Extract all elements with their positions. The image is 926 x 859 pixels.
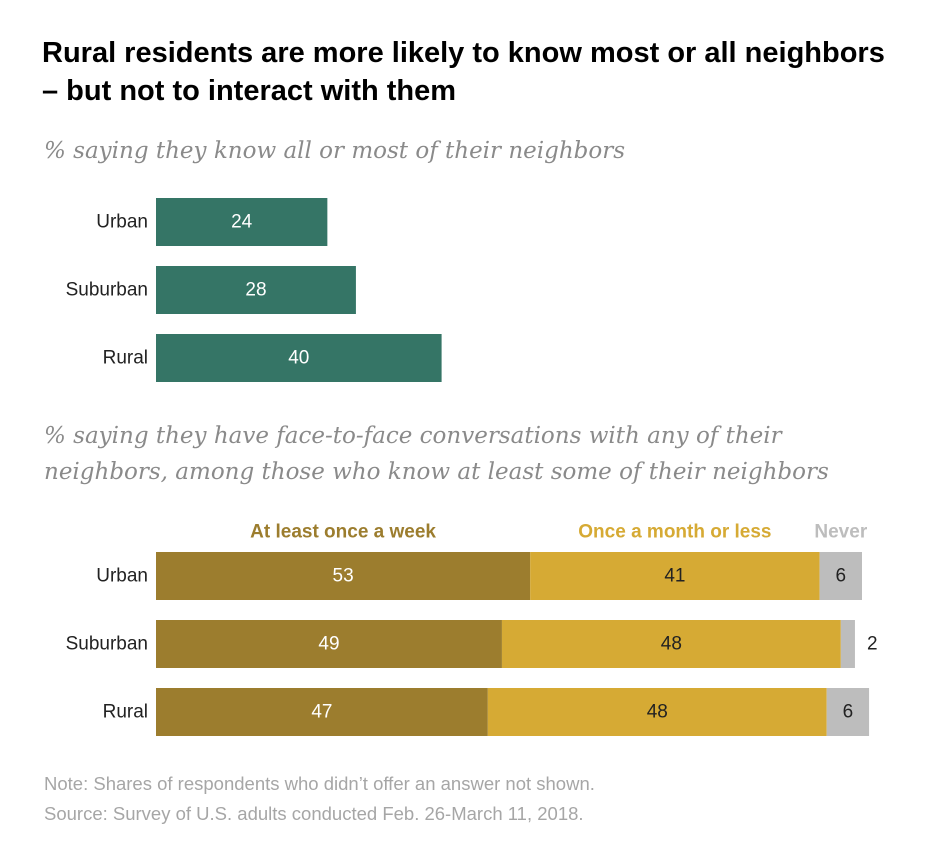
data-label-at-least-once-a-week-urban: 53 xyxy=(333,566,354,587)
segment-never-rural xyxy=(826,688,870,736)
data-label-never-urban: 6 xyxy=(836,566,847,587)
source-text: Source: Survey of U.S. adults conducted … xyxy=(44,803,584,824)
data-label-at-least-once-a-week-rural: 47 xyxy=(311,702,332,723)
data-label-rural: 40 xyxy=(288,348,309,369)
category-label-rural: Rural xyxy=(103,348,148,369)
legend-at-least-once-a-week: At least once a week xyxy=(250,522,436,543)
segment-never-urban xyxy=(819,552,862,600)
segment-never-suburban xyxy=(840,620,855,668)
data-label-once-a-month-or-less-rural: 48 xyxy=(647,702,668,723)
data-label-never-rural: 6 xyxy=(843,702,854,723)
bar-rural xyxy=(156,334,442,382)
segment-once-a-month-or-less-suburban xyxy=(501,620,841,668)
bar-urban xyxy=(156,198,328,246)
legend-once-a-month-or-less: Once a month or less xyxy=(578,522,771,543)
category-label-urban: Urban xyxy=(96,566,148,587)
data-label-never-suburban: 2 xyxy=(867,634,878,655)
data-label-urban: 24 xyxy=(231,212,253,233)
legend-never: Never xyxy=(814,522,867,543)
segment-at-least-once-a-week-rural xyxy=(156,688,488,736)
category-label-suburban: Suburban xyxy=(66,280,148,301)
chart-title: Rural residents are more likely to know … xyxy=(42,37,885,107)
chart1-subtitle: % saying they know all or most of their … xyxy=(44,138,626,164)
segment-at-least-once-a-week-suburban xyxy=(156,620,502,668)
category-label-rural: Rural xyxy=(103,702,148,723)
data-label-at-least-once-a-week-suburban: 49 xyxy=(318,634,339,655)
data-label-once-a-month-or-less-urban: 41 xyxy=(664,566,685,587)
category-label-suburban: Suburban xyxy=(66,634,148,655)
data-label-suburban: 28 xyxy=(245,280,266,301)
data-label-once-a-month-or-less-suburban: 48 xyxy=(661,634,682,655)
category-label-urban: Urban xyxy=(96,212,148,233)
chart2-subtitle: % saying they have face-to-face conversa… xyxy=(44,423,829,485)
segment-at-least-once-a-week-urban xyxy=(156,552,531,600)
segment-once-a-month-or-less-urban xyxy=(530,552,820,600)
segment-once-a-month-or-less-rural xyxy=(487,688,827,736)
note-text: Note: Shares of respondents who didn’t o… xyxy=(44,773,595,794)
bar-suburban xyxy=(156,266,356,314)
